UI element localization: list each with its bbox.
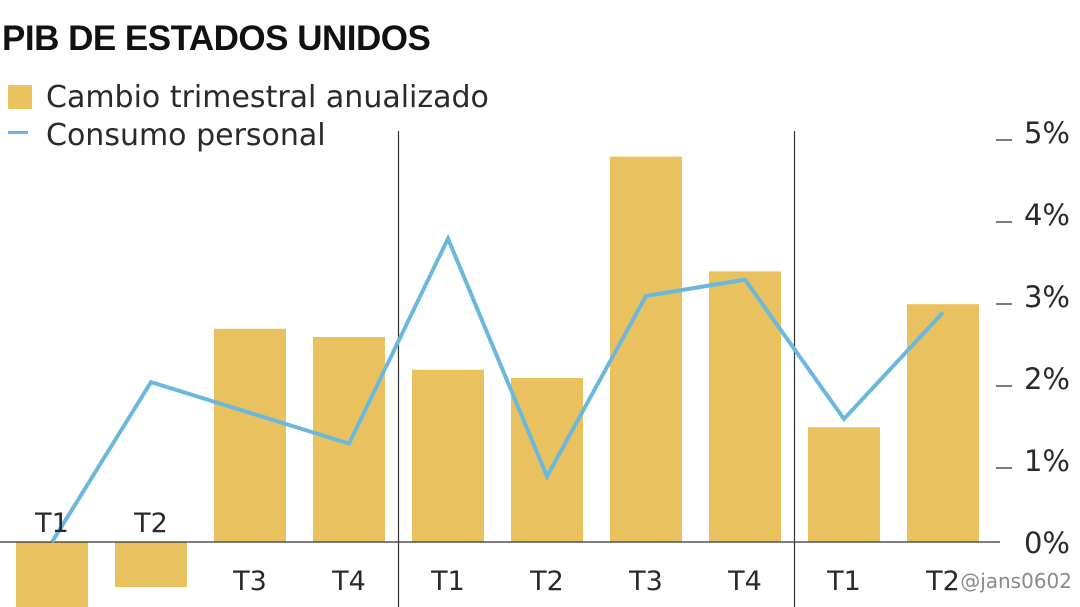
x-tick-label: T1: [34, 508, 69, 539]
bar: [115, 542, 187, 588]
legend: Cambio trimestral anualizado Consumo per…: [8, 80, 489, 153]
watermark: @jans0602: [960, 569, 1072, 593]
x-axis-labels: T1 T2 T3 T4 T1 T2 T3 T4 T1 T2: [34, 508, 960, 597]
bar: [16, 542, 88, 607]
x-tick-label: T2: [925, 566, 960, 597]
line-series: [50, 233, 945, 544]
y-tick-label: 2%: [1024, 362, 1070, 396]
group-separators: [397, 131, 796, 607]
legend-line-swatch: [8, 131, 28, 134]
x-tick-label: T4: [727, 566, 762, 597]
x-tick-label: T3: [232, 566, 267, 597]
y-axis: 0% 1% 2% 3% 4% 5%: [996, 116, 1070, 560]
bar: [808, 427, 880, 542]
consumption-line: [50, 233, 945, 544]
bar: [907, 304, 979, 542]
x-tick-label: T4: [331, 566, 366, 597]
bar: [511, 378, 583, 542]
legend-line-label: Consumo personal: [46, 118, 326, 153]
y-tick-label: 0%: [1024, 526, 1070, 560]
y-tick-label: 3%: [1024, 280, 1070, 314]
bar-series: [16, 156, 979, 607]
chart-title: PIB DE ESTADOS UNIDOS: [2, 19, 430, 58]
y-tick-label: 4%: [1024, 198, 1070, 232]
x-tick-label: T1: [430, 566, 465, 597]
legend-bar-swatch: [8, 85, 32, 109]
legend-bar-label: Cambio trimestral anualizado: [46, 80, 489, 115]
bar: [610, 156, 682, 542]
x-tick-label: T1: [826, 566, 861, 597]
bar: [214, 328, 286, 542]
y-tick-label: 5%: [1024, 116, 1070, 150]
bar: [412, 369, 484, 542]
y-tick-label: 1%: [1024, 444, 1070, 478]
x-tick-label: T3: [628, 566, 663, 597]
x-tick-label: T2: [133, 508, 168, 539]
x-tick-label: T2: [529, 566, 564, 597]
